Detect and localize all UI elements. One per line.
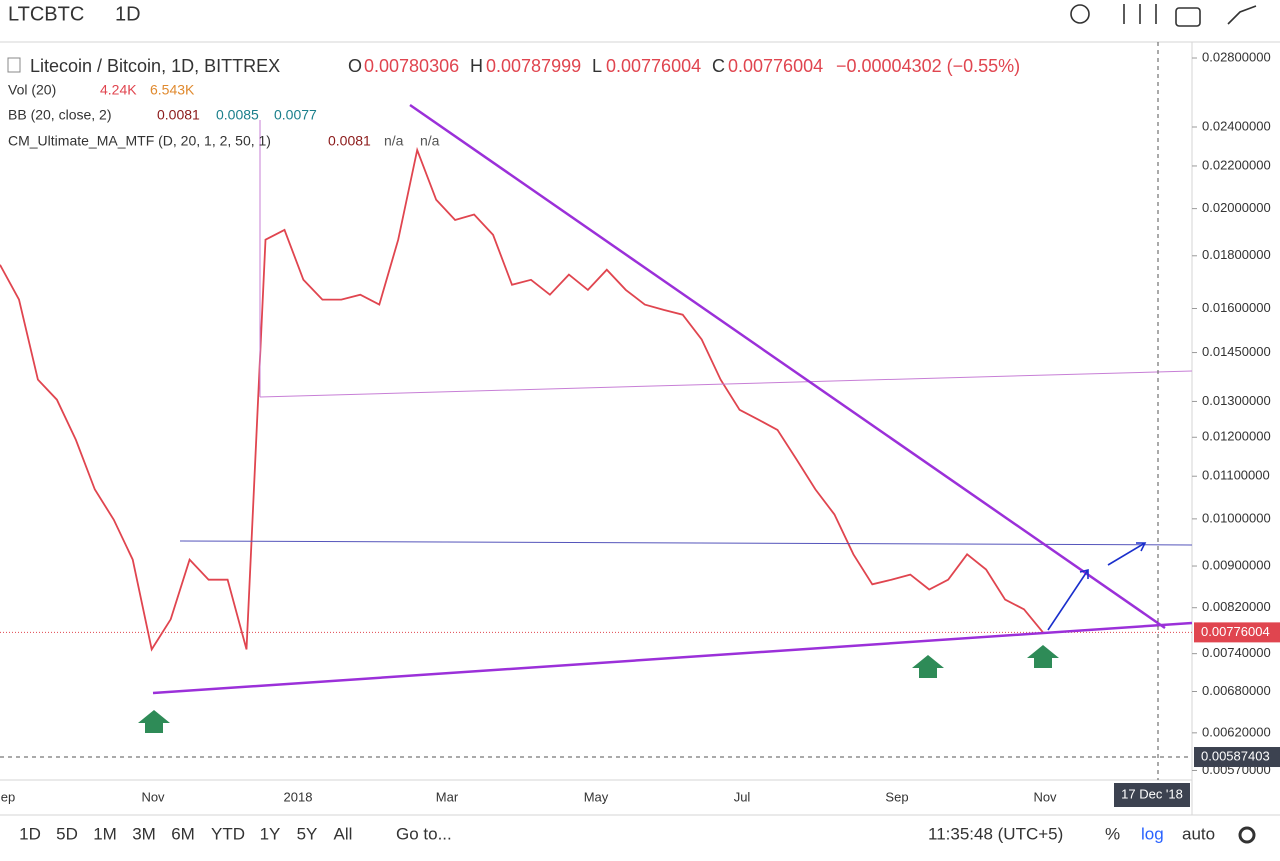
x-tick-label: ep: [1, 789, 15, 804]
x-tick-label: Nov: [141, 789, 165, 804]
range-button[interactable]: YTD: [211, 824, 245, 843]
range-button[interactable]: 1M: [93, 824, 117, 843]
y-tick-label: 0.01300000: [1202, 393, 1271, 408]
goto[interactable]: Go to...: [396, 824, 452, 843]
symbol[interactable]: LTCBTC: [8, 3, 84, 25]
price-line: [0, 146, 1044, 652]
y-tick-label: 0.02000000: [1202, 200, 1271, 215]
indicator-value: 0.0081: [328, 133, 371, 149]
y-tick-label: 0.01600000: [1202, 300, 1271, 315]
indicator-name: CM_Ultimate_MA_MTF (D, 20, 1, 2, 50, 1): [8, 133, 271, 149]
x-tick-label: Sep: [885, 789, 908, 804]
c-label: C: [712, 56, 725, 76]
toolbar-icons[interactable]: [1070, 4, 1257, 27]
range-button[interactable]: 5D: [56, 824, 78, 843]
indicator-value: 6.543K: [150, 82, 195, 98]
bottom-bar: Go to... 11:35:48 (UTC+5) % log auto 1D 5…: [19, 824, 1256, 844]
indicator-value: n/a: [384, 133, 404, 149]
open: 0.00780306: [364, 56, 459, 76]
y-tick-label: 0.02800000: [1202, 49, 1271, 64]
indicator-value: 4.24K: [100, 82, 137, 98]
crosshair-date-label: 17 Dec '18: [1121, 786, 1183, 801]
y-tick-label: 0.02200000: [1202, 157, 1271, 172]
drawings: [138, 42, 1193, 780]
crosshair-price-label: 0.00587403: [1201, 748, 1270, 763]
change: −0.00004302 (−0.55%): [836, 56, 1020, 76]
y-tick-label: 0.00680000: [1202, 683, 1271, 698]
range-button[interactable]: All: [334, 824, 353, 843]
last-price-label: 0.00776004: [1201, 624, 1270, 639]
indicators: Vol (20) 4.24K 6.543K BB (20, close, 2) …: [8, 82, 440, 149]
y-tick-label: 0.01100000: [1202, 468, 1270, 483]
range-button[interactable]: 6M: [171, 824, 195, 843]
indicator-value: 0.0077: [274, 107, 317, 123]
indicator-value: 0.0081: [157, 107, 200, 123]
x-tick-label: 2018: [284, 789, 313, 804]
range-button[interactable]: 1Y: [260, 824, 281, 843]
crosshair-date-box: [1114, 783, 1190, 807]
crosshair-price-box: [1194, 747, 1280, 768]
y-tick-label: 0.01000000: [1202, 510, 1271, 525]
y-tick-label: 0.01800000: [1202, 247, 1271, 262]
settings[interactable]: [1238, 826, 1256, 844]
legend: Litecoin / Bitcoin, 1D, BITTREX O 0.0078…: [7, 56, 1020, 76]
x-tick-label: Nov: [1033, 789, 1057, 804]
indicator-value: n/a: [420, 133, 440, 149]
x-tick-label: May: [584, 789, 609, 804]
y-tick-label: 0.01200000: [1202, 429, 1271, 444]
y-tick-label: 0.00740000: [1202, 645, 1271, 660]
y-tick-label: 0.00900000: [1202, 557, 1271, 572]
log-toggle[interactable]: log: [1141, 824, 1164, 843]
x-tick-label: Mar: [436, 789, 459, 804]
legend-title: Litecoin / Bitcoin, 1D, BITTREX: [30, 56, 280, 76]
indicator-value: 0.0085: [216, 107, 259, 123]
y-tick-label: 0.00620000: [1202, 724, 1271, 739]
low: 0.00776004: [606, 56, 701, 76]
last-price-box: [1194, 622, 1280, 643]
range-button[interactable]: 5Y: [297, 824, 318, 843]
h-label: H: [470, 56, 483, 76]
close: 0.00776004: [728, 56, 823, 76]
l-label: L: [592, 56, 602, 76]
high: 0.00787999: [486, 56, 581, 76]
interval[interactable]: 1D: [115, 3, 141, 25]
x-tick-label: Jul: [734, 789, 751, 804]
range-button[interactable]: 3M: [132, 824, 156, 843]
indicator-name: Vol (20): [8, 82, 56, 98]
percent-toggle[interactable]: %: [1105, 824, 1120, 843]
indicator-name: BB (20, close, 2): [8, 107, 112, 123]
y-tick-label: 0.00820000: [1202, 599, 1271, 614]
y-tick-label: 0.01450000: [1202, 344, 1271, 359]
toolbar: [0, 0, 1280, 42]
clock: 11:35:48 (UTC+5): [928, 824, 1063, 843]
auto-toggle[interactable]: auto: [1182, 824, 1215, 843]
o-label: O: [348, 56, 362, 76]
range-button[interactable]: 1D: [19, 824, 41, 843]
y-tick-label: 0.02400000: [1202, 118, 1271, 133]
